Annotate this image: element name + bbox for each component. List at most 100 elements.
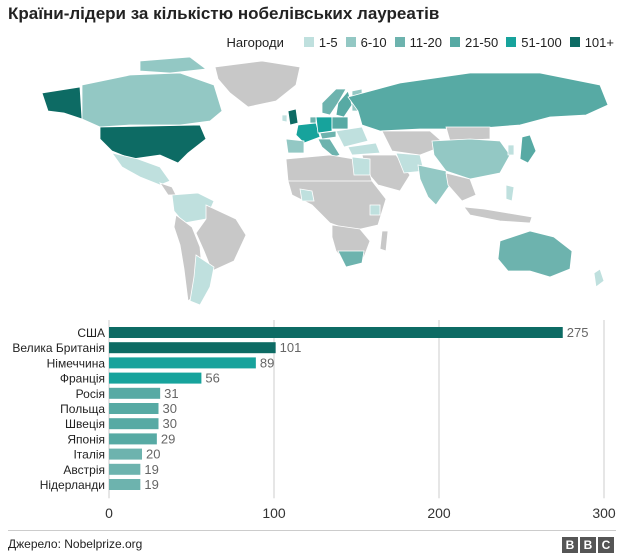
- value-label: 20: [146, 447, 160, 462]
- category-label: Велика Британія: [12, 341, 105, 355]
- map-legend: Нагороди 1-5 6-10 11-20 21-50 51-100 101…: [227, 34, 614, 50]
- region-mexico: [111, 152, 171, 186]
- category-label: США: [77, 326, 105, 340]
- value-label: 30: [163, 401, 177, 416]
- region-south-africa: [337, 250, 365, 268]
- category-label: Італія: [73, 448, 105, 462]
- region-canada: [81, 72, 223, 128]
- bbc-logo-letter: B: [580, 537, 596, 553]
- region-usa: [99, 124, 207, 164]
- region-alaska: [41, 86, 83, 120]
- legend-title: Нагороди: [226, 34, 284, 50]
- region-korea: [507, 144, 515, 156]
- bbc-logo-letter: C: [598, 537, 614, 553]
- region-italy: [317, 138, 341, 158]
- legend-item-101-plus: 101+: [569, 34, 614, 50]
- source-note: Джерело: Nobelprize.org: [8, 537, 143, 551]
- region-argentina: [189, 254, 215, 306]
- region-china: [431, 138, 511, 180]
- region-central-america: [159, 182, 177, 196]
- bar: [109, 387, 161, 399]
- region-new-zealand: [593, 268, 605, 288]
- region-france: [295, 122, 321, 144]
- legend-item-51-100: 51-100: [506, 34, 562, 50]
- legend-swatch-icon: [394, 37, 405, 47]
- bar: [109, 403, 159, 414]
- category-label: Росія: [76, 387, 105, 401]
- region-turkey: [347, 142, 381, 156]
- category-label: Швеція: [65, 417, 105, 431]
- legend-item-11-20: 11-20: [394, 34, 442, 50]
- region-uk: [287, 108, 299, 126]
- legend-item-1-5: 1-5: [303, 34, 338, 50]
- x-tick-label: 300: [592, 505, 616, 521]
- x-tick-label: 200: [427, 505, 451, 521]
- bar: [109, 342, 276, 354]
- value-label: 56: [205, 371, 219, 386]
- region-ireland: [281, 114, 288, 123]
- chart-title: Країни-лідери за кількістю нобелівських …: [8, 4, 440, 23]
- region-canada-islands: [139, 56, 208, 74]
- region-philippines: [505, 184, 515, 202]
- region-greenland: [214, 60, 301, 108]
- value-label: 31: [164, 386, 178, 401]
- bar-chart: США 275 Велика Британія 101 Німеччина 89 Франц…: [12, 320, 616, 521]
- region-kenya: [369, 204, 381, 216]
- category-label: Німеччина: [47, 356, 106, 370]
- value-label: 19: [144, 462, 158, 477]
- region-mongolia: [445, 126, 491, 142]
- legend-item-label: 51-100: [521, 34, 562, 50]
- bars-group: США 275 Велика Британія 101 Німеччина 89 Франц…: [12, 325, 588, 492]
- region-poland: [331, 116, 349, 130]
- region-russia: [347, 72, 609, 132]
- bar: [109, 418, 159, 430]
- footer-divider: [8, 530, 616, 531]
- category-label: Австрія: [63, 463, 105, 477]
- region-germany: [315, 116, 333, 134]
- region-eastern-europe: [335, 126, 369, 148]
- bar: [109, 479, 141, 490]
- value-label: 89: [260, 355, 274, 370]
- region-india: [417, 164, 451, 206]
- value-label: 29: [161, 431, 175, 446]
- region-indonesia: [463, 206, 533, 224]
- category-label: Польща: [60, 402, 105, 416]
- legend-item-label: 11-20: [409, 34, 442, 50]
- category-label: Японія: [67, 432, 105, 446]
- legend-swatch-icon: [345, 37, 356, 47]
- region-japan: [519, 134, 537, 164]
- legend-item-21-50: 21-50: [449, 34, 499, 50]
- category-label: Франція: [60, 372, 105, 386]
- value-label: 30: [163, 416, 177, 431]
- x-tick-label: 0: [105, 505, 113, 521]
- region-netherlands: [309, 116, 317, 124]
- legend-swatch-icon: [303, 37, 314, 47]
- region-egypt: [351, 156, 371, 176]
- legend-item-label: 101+: [584, 34, 614, 50]
- region-west-africa: [299, 188, 315, 202]
- bbc-logo: B B C: [560, 537, 614, 553]
- legend-swatch-icon: [569, 37, 580, 47]
- bar: [109, 433, 157, 445]
- x-axis-ticks: 0 100 200 300: [105, 505, 616, 521]
- legend-swatch-icon: [449, 37, 460, 47]
- value-label: 19: [144, 477, 158, 492]
- bar: [109, 372, 202, 384]
- bar: [109, 463, 141, 475]
- bar: [109, 357, 256, 369]
- legend-item-label: 6-10: [360, 34, 387, 50]
- region-austria: [319, 130, 337, 140]
- value-label: 275: [567, 325, 589, 340]
- region-australia: [497, 230, 573, 278]
- category-label: Нідерланди: [40, 478, 105, 492]
- legend-item-label: 1-5: [318, 34, 338, 50]
- region-south-asia-east: [445, 172, 477, 202]
- legend-swatch-icon: [506, 37, 517, 47]
- legend-item-6-10: 6-10: [345, 34, 387, 50]
- value-label: 101: [280, 340, 302, 355]
- bbc-logo-letter: B: [562, 537, 578, 553]
- legend-item-label: 21-50: [464, 34, 499, 50]
- bar: [109, 327, 563, 338]
- region-madagascar: [379, 230, 389, 252]
- world-choropleth-map: [41, 56, 609, 306]
